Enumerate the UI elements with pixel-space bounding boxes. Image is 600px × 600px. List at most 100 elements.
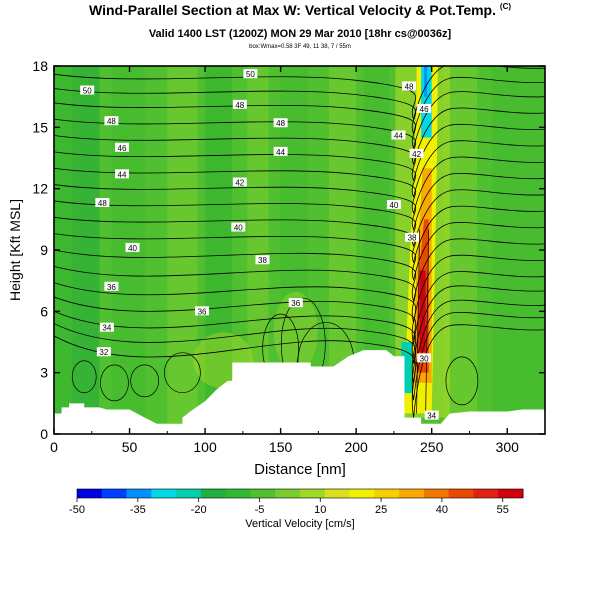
contour-label-bg: [273, 146, 288, 156]
contour-label: 46: [420, 105, 429, 114]
theta-contour: [54, 123, 545, 182]
contour-label-bg: [255, 255, 270, 265]
field-streak: [492, 66, 545, 434]
colorbar-swatch: [77, 489, 103, 498]
theta-contour: [54, 238, 545, 303]
contour-label: 34: [427, 412, 436, 421]
colorbar-swatch: [473, 489, 499, 498]
contour-label-bg: [195, 306, 210, 316]
contour-label-bg: [405, 232, 420, 242]
theta-contour: [54, 312, 545, 401]
colorbar: -50 -35 -20 -5 10 25 40 55: [69, 488, 524, 516]
field-streak: [72, 66, 100, 434]
colorbar-swatch: [324, 489, 351, 498]
y-tick-label: 0: [40, 426, 48, 442]
theta-contour: [54, 76, 545, 135]
theta-contour: [416, 229, 420, 414]
x-tick-label: 150: [269, 439, 293, 455]
theta-contour: [54, 91, 545, 150]
contour-label-bg: [104, 281, 119, 291]
theta-contour: [54, 66, 545, 121]
colorbar-swatch: [448, 489, 474, 498]
colorbar-tick-label: -20: [191, 504, 207, 516]
contour-label: 36: [107, 283, 116, 292]
colorbar-swatch: [200, 489, 227, 498]
theta-contour: [54, 254, 545, 323]
colorbar-swatch: [374, 489, 400, 498]
contour-label: 46: [118, 144, 127, 153]
theta-contour: [54, 299, 545, 383]
colorbar-swatch: [349, 489, 375, 498]
contour-label: 36: [291, 299, 300, 308]
theta-contour: [54, 324, 545, 418]
field-streak: [167, 66, 198, 434]
downdraft-low: [401, 342, 413, 394]
contour-label: 42: [412, 150, 421, 159]
theta-contour: [130, 364, 159, 398]
theta-contour: [71, 360, 97, 394]
colorbar-swatch: [126, 489, 152, 498]
theta-contour: [54, 189, 545, 248]
contour-label-bg: [114, 142, 129, 152]
colorbar-swatch: [275, 489, 301, 498]
contour-label: 48: [235, 101, 244, 110]
valid-time-subtitle: Valid 1400 LST (1200Z) MON 29 Mar 2010 […: [148, 28, 452, 40]
contour-label-bg: [232, 177, 247, 187]
colorbar-tick-label: -35: [130, 504, 146, 516]
y-tick-label: 12: [32, 181, 48, 197]
contour-label-bg: [96, 347, 111, 357]
contour-label: 48: [405, 82, 414, 91]
contour-label: 50: [246, 70, 255, 79]
contour-label: 44: [118, 170, 127, 179]
colorbar-tick-label: 25: [375, 504, 387, 516]
theta-contour: [54, 271, 545, 345]
y-tick-label: 6: [40, 303, 48, 319]
contour-label: 36: [198, 307, 207, 316]
contour-label-bg: [417, 353, 432, 363]
terrain-fill: [54, 350, 545, 434]
contour-label: 48: [107, 117, 116, 126]
x-tick-label: 200: [344, 439, 368, 455]
colorbar-swatch: [423, 489, 450, 498]
theta-contour: [54, 107, 545, 166]
theta-contour: [54, 156, 545, 215]
contour-label-bg: [391, 130, 406, 140]
downdraft-core: [424, 66, 428, 97]
contour-label: 40: [234, 224, 243, 233]
theta-contour: [164, 352, 201, 394]
contour-label: 30: [420, 354, 429, 363]
copyright-mark: (C): [499, 2, 512, 11]
contour-label: 34: [102, 324, 111, 333]
contour-label: 38: [258, 256, 267, 265]
colorbar-tick-label: 55: [497, 504, 509, 516]
contour-label: 32: [99, 348, 108, 357]
contour-label-bg: [114, 169, 129, 179]
contour-label-bg: [231, 222, 246, 232]
contour-label-bg: [424, 410, 439, 420]
x-tick-label: 0: [50, 439, 58, 455]
contour-label-bg: [80, 85, 95, 95]
theta-contour: [54, 173, 545, 231]
contour-label-bg: [288, 298, 303, 308]
chart-title: Wind-Parallel Section at Max W: Vertical…: [0, 2, 600, 18]
colorbar-label: Vertical Velocity [cm/s]: [245, 518, 354, 530]
y-tick-label: 3: [40, 365, 48, 381]
contour-label: 44: [394, 132, 403, 141]
x-tick-label: 50: [122, 439, 138, 455]
colorbar-tick-label: 40: [436, 504, 448, 516]
colorbar-tick-label: -5: [255, 504, 265, 516]
colorbar-swatch: [498, 489, 524, 498]
contour-label-bg: [243, 69, 258, 79]
contour-label: 38: [408, 234, 417, 243]
colorbar-swatch: [151, 489, 177, 498]
contour-label-bg: [95, 197, 110, 207]
contour-label-bg: [99, 322, 114, 332]
contour-label: 48: [276, 119, 285, 128]
contour-labels: 50 50 48 48 48 46 44 44 42 42 44 46 48 48 40 40 40 38 38 36…: [80, 69, 439, 421]
contour-label-bg: [104, 116, 119, 126]
x-tick-label: 300: [496, 439, 520, 455]
colorbar-swatch: [176, 489, 202, 498]
y-tick-label: 15: [32, 119, 48, 135]
